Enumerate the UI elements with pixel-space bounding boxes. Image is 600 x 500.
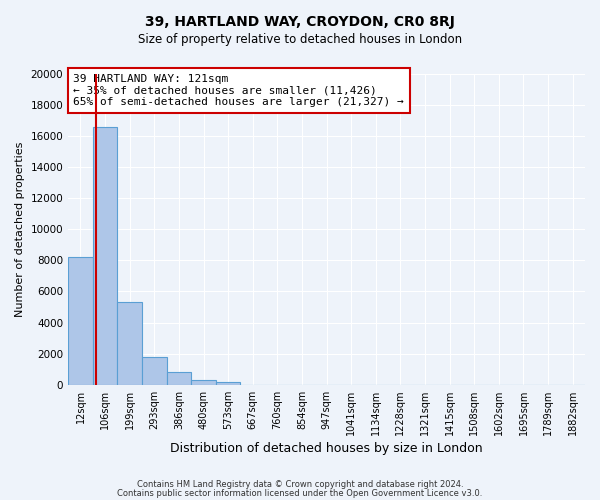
Bar xyxy=(216,382,241,384)
Bar xyxy=(191,380,216,384)
Bar xyxy=(118,302,142,384)
Text: 39 HARTLAND WAY: 121sqm
← 35% of detached houses are smaller (11,426)
65% of sem: 39 HARTLAND WAY: 121sqm ← 35% of detache… xyxy=(73,74,404,107)
Bar xyxy=(68,258,93,384)
Text: Contains public sector information licensed under the Open Government Licence v3: Contains public sector information licen… xyxy=(118,488,482,498)
Bar xyxy=(142,356,167,384)
Bar xyxy=(93,127,118,384)
Y-axis label: Number of detached properties: Number of detached properties xyxy=(15,142,25,317)
Text: 39, HARTLAND WAY, CROYDON, CR0 8RJ: 39, HARTLAND WAY, CROYDON, CR0 8RJ xyxy=(145,15,455,29)
Text: Contains HM Land Registry data © Crown copyright and database right 2024.: Contains HM Land Registry data © Crown c… xyxy=(137,480,463,489)
Text: Size of property relative to detached houses in London: Size of property relative to detached ho… xyxy=(138,32,462,46)
Bar xyxy=(167,372,191,384)
X-axis label: Distribution of detached houses by size in London: Distribution of detached houses by size … xyxy=(170,442,483,455)
